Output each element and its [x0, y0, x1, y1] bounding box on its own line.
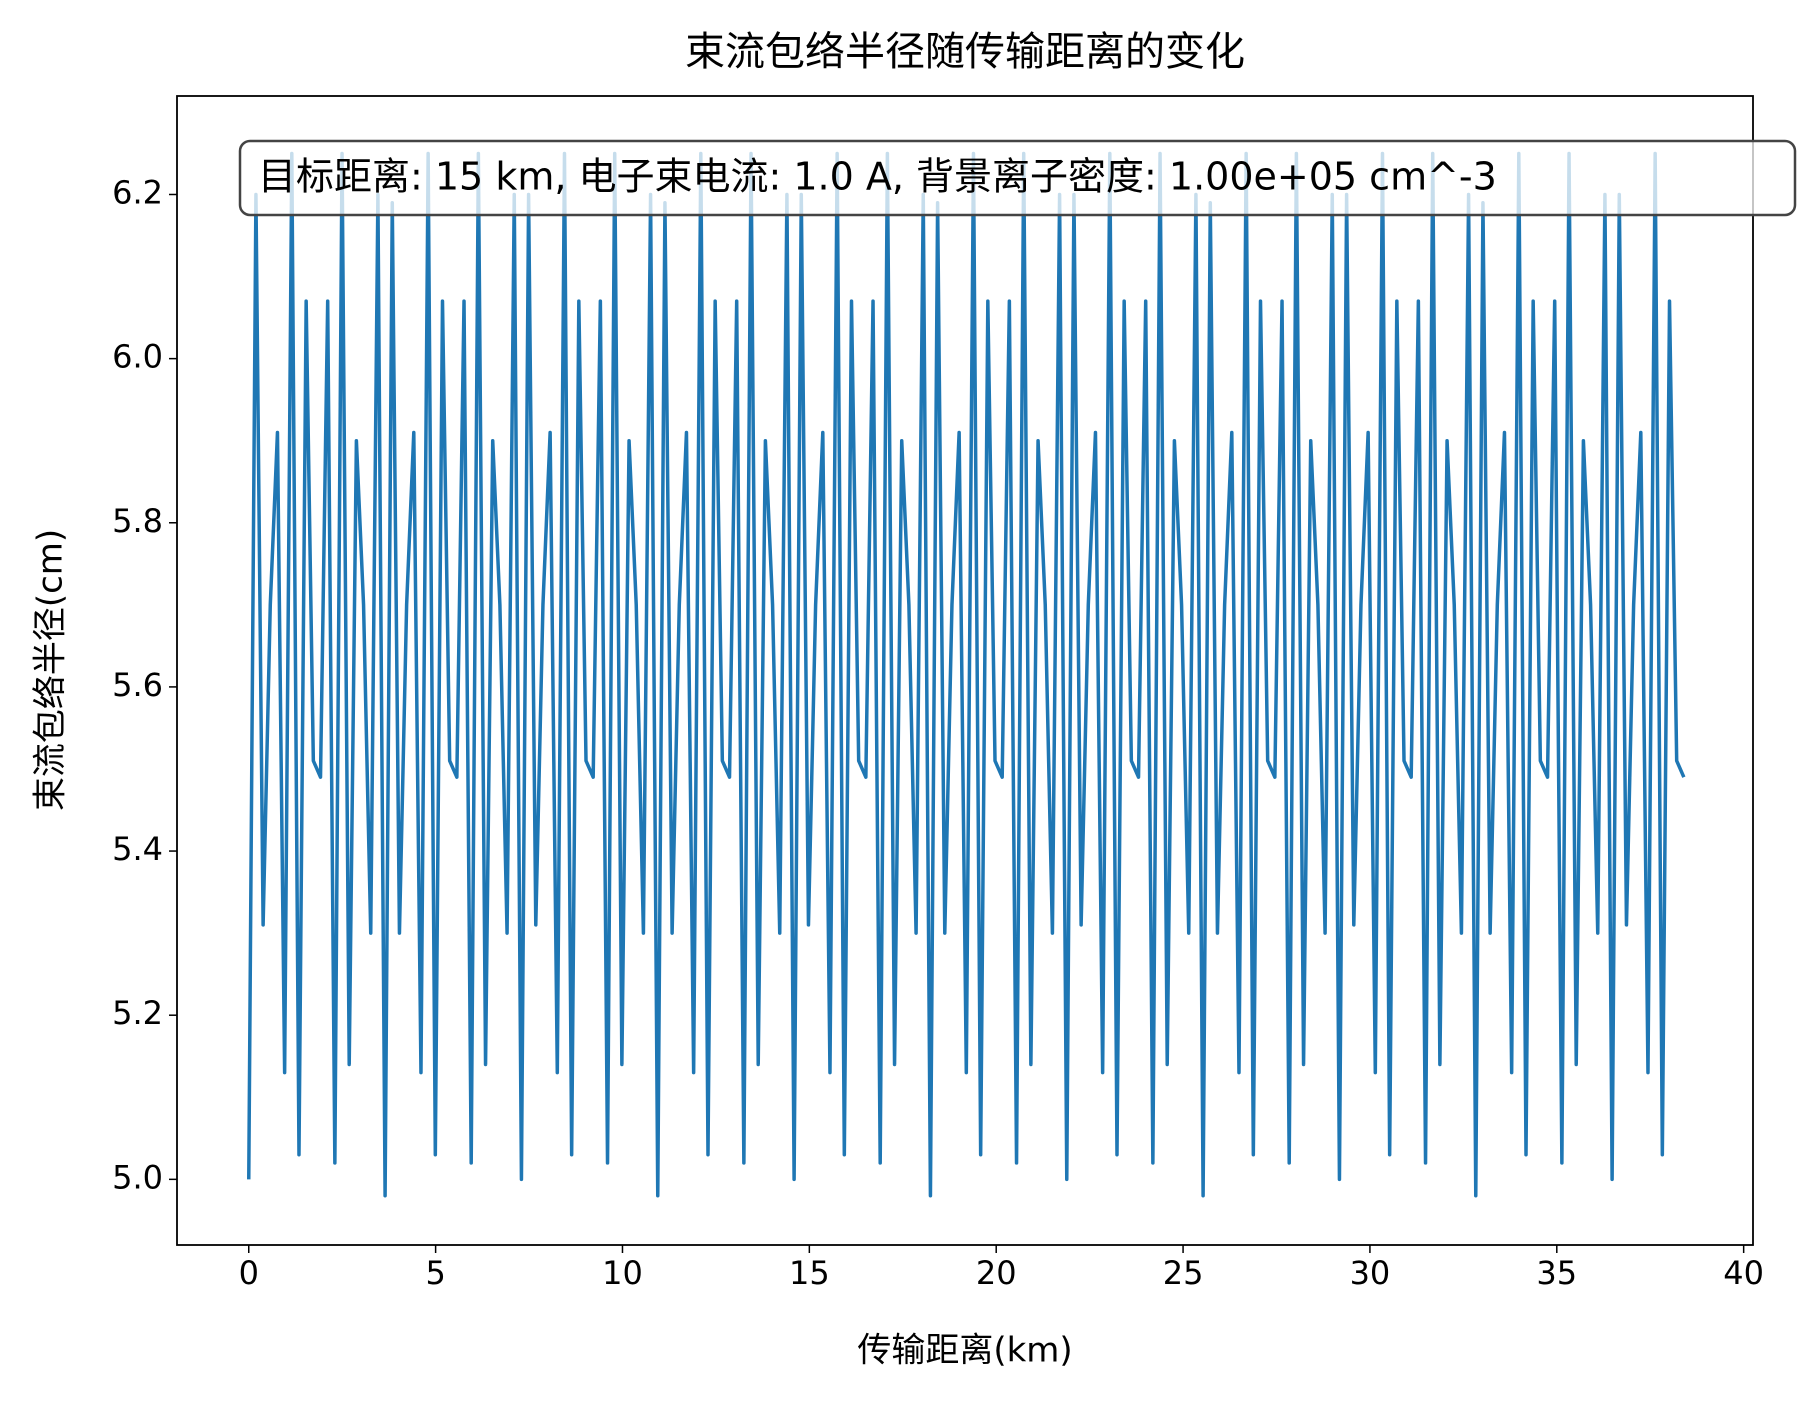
x-tick-label: 20: [976, 1254, 1017, 1292]
x-tick-label: 30: [1350, 1254, 1391, 1292]
x-tick-label: 0: [239, 1254, 259, 1292]
x-tick-label: 10: [602, 1254, 643, 1292]
x-axis-label: 传输距离(km): [857, 1331, 1072, 1371]
x-tick-label: 15: [789, 1254, 830, 1292]
y-tick-label: 6.0: [112, 338, 163, 376]
x-tick-label: 5: [425, 1254, 445, 1292]
x-tick-label: 40: [1723, 1254, 1764, 1292]
data-line: [247, 151, 1686, 1198]
plot-frame: [176, 95, 1754, 1246]
annotation-box: [238, 139, 1797, 217]
y-tick-label: 5.0: [112, 1158, 163, 1196]
x-tick-label: 35: [1536, 1254, 1577, 1292]
y-tick-label: 6.2: [112, 173, 163, 211]
y-tick-label: 5.6: [112, 666, 163, 704]
annotation: 目标距离: 15 km, 电子束电流: 1.0 A, 背景离子密度: 1.00e…: [258, 155, 1497, 199]
y-tick-label: 5.4: [112, 830, 163, 868]
y-tick-label: 5.2: [112, 994, 163, 1032]
y-tick-label: 5.8: [112, 502, 163, 540]
x-tick-label: 25: [1163, 1254, 1204, 1292]
chart-title: 束流包络半径随传输距离的变化: [685, 29, 1245, 75]
y-axis-label: 束流包络半径(cm): [31, 529, 71, 811]
